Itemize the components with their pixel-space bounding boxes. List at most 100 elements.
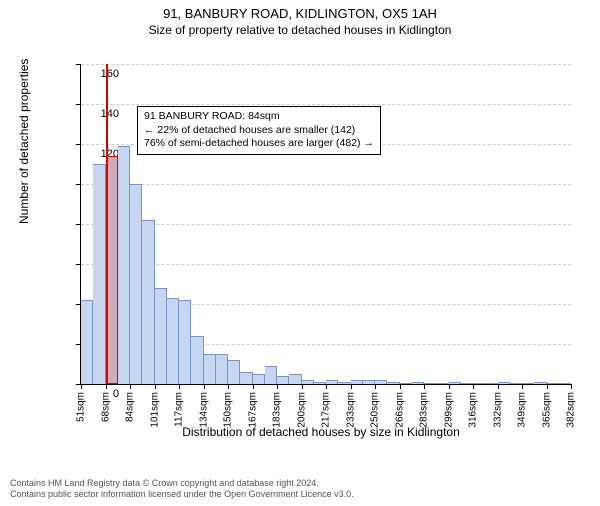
histogram-bar: [375, 380, 387, 384]
y-tick: [76, 184, 81, 185]
x-tick-label: 299sqm: [443, 392, 454, 428]
x-tick-label: 382sqm: [566, 392, 577, 428]
x-tick: [473, 384, 474, 389]
x-tick-label: 266sqm: [394, 392, 405, 428]
x-tick: [155, 384, 156, 389]
histogram-bar: [351, 380, 363, 384]
x-tick-label: 68sqm: [100, 392, 111, 422]
histogram-bar: [216, 354, 228, 384]
histogram-bar: [485, 383, 497, 384]
histogram-bar: [510, 383, 522, 384]
histogram-bar: [289, 374, 301, 384]
x-tick-label: 117sqm: [174, 392, 185, 427]
x-tick-label: 183sqm: [272, 392, 283, 428]
x-tick: [326, 384, 327, 389]
histogram-bar: [498, 382, 510, 384]
x-tick-label: 51sqm: [76, 392, 87, 422]
histogram-bar: [436, 383, 448, 384]
gridline: [81, 264, 571, 265]
x-tick: [302, 384, 303, 389]
x-tick: [375, 384, 376, 389]
x-tick-label: 101sqm: [149, 392, 160, 428]
histogram-bar: [81, 300, 93, 384]
gridline: [81, 64, 571, 65]
x-tick-label: 250sqm: [370, 392, 381, 428]
y-axis-label: Number of detached properties: [17, 59, 31, 224]
histogram-bar: [93, 164, 105, 384]
histogram-bar: [265, 366, 277, 384]
x-tick-label: 365sqm: [541, 392, 552, 428]
x-tick: [449, 384, 450, 389]
gridline: [81, 104, 571, 105]
x-tick-label: 349sqm: [517, 392, 528, 428]
histogram-bar: [522, 383, 534, 384]
x-tick: [498, 384, 499, 389]
histogram-bar: [326, 380, 338, 384]
histogram-bar: [400, 383, 412, 384]
y-tick: [76, 104, 81, 105]
plot-area: 91 BANBURY ROAD: 84sqm ← 22% of detached…: [80, 64, 571, 385]
x-tick-label: 283sqm: [419, 392, 430, 428]
x-tick-label: 134sqm: [198, 392, 209, 428]
x-tick: [277, 384, 278, 389]
histogram-bar: [253, 374, 265, 384]
x-tick-label: 316sqm: [468, 392, 479, 428]
x-tick-label: 150sqm: [223, 392, 234, 428]
x-tick: [106, 384, 107, 389]
histogram-bar: [277, 376, 289, 384]
x-tick-label: 84sqm: [125, 392, 136, 422]
y-tick: [76, 64, 81, 65]
x-tick: [351, 384, 352, 389]
histogram-bar: [363, 380, 375, 384]
histogram-bar: [302, 380, 314, 384]
histogram-bar: [559, 383, 571, 384]
histogram-bar: [534, 382, 546, 384]
annotation-box: 91 BANBURY ROAD: 84sqm ← 22% of detached…: [137, 106, 381, 155]
x-tick: [522, 384, 523, 389]
annotation-line-1: 91 BANBURY ROAD: 84sqm: [144, 110, 374, 124]
x-tick: [424, 384, 425, 389]
histogram-bar: [412, 382, 424, 384]
histogram-bar: [461, 383, 473, 384]
highlight-vline: [106, 64, 108, 384]
y-tick-label: 140: [89, 108, 119, 120]
histogram-bar: [449, 382, 461, 384]
histogram-bar: [228, 360, 240, 384]
y-tick-label: 160: [89, 68, 119, 80]
copyright-notice: Contains HM Land Registry data © Crown c…: [10, 478, 354, 500]
x-tick-label: 233sqm: [345, 392, 356, 428]
histogram-bar: [142, 220, 154, 384]
histogram-bar: [155, 288, 167, 384]
y-tick: [76, 224, 81, 225]
copyright-line-2: Contains public sector information licen…: [10, 489, 354, 500]
histogram-bar: [204, 354, 216, 384]
x-tick: [228, 384, 229, 389]
x-tick: [547, 384, 548, 389]
histogram-chart: Number of detached properties 91 BANBURY…: [35, 54, 580, 424]
histogram-bar: [338, 382, 350, 384]
page-title: 91, BANBURY ROAD, KIDLINGTON, OX5 1AH: [0, 6, 600, 21]
histogram-bar: [387, 382, 399, 384]
histogram-bar: [473, 383, 485, 384]
x-tick: [253, 384, 254, 389]
histogram-bar: [191, 336, 203, 384]
x-tick-label: 167sqm: [247, 392, 258, 428]
page-subtitle: Size of property relative to detached ho…: [0, 23, 600, 37]
x-tick: [400, 384, 401, 389]
histogram-bar: [130, 184, 142, 384]
x-tick: [81, 384, 82, 389]
histogram-bar: [314, 382, 326, 384]
histogram-bar: [547, 383, 559, 384]
y-tick: [76, 144, 81, 145]
histogram-bar: [424, 383, 436, 384]
x-tick: [204, 384, 205, 389]
x-tick: [571, 384, 572, 389]
x-tick: [130, 384, 131, 389]
x-tick-label: 200sqm: [296, 392, 307, 428]
y-tick: [76, 264, 81, 265]
histogram-bar: [240, 372, 252, 384]
gridline: [81, 224, 571, 225]
copyright-line-1: Contains HM Land Registry data © Crown c…: [10, 478, 354, 489]
x-tick-label: 217sqm: [321, 392, 332, 428]
x-tick: [179, 384, 180, 389]
